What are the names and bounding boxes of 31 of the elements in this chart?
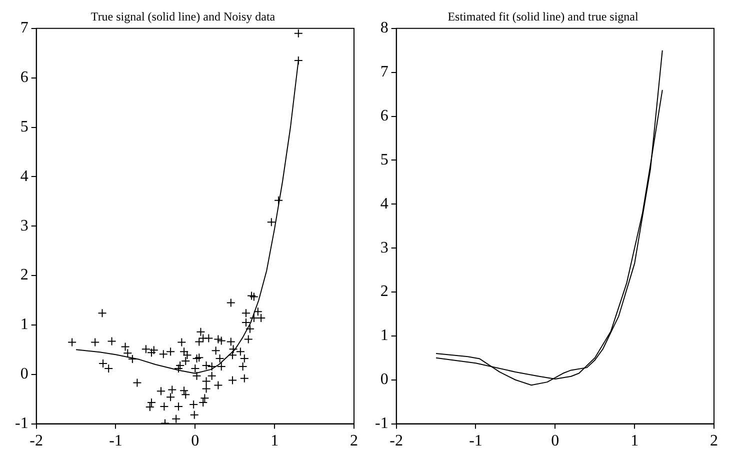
x-tick-label: 0	[191, 432, 200, 450]
x-tick-label: -2	[30, 432, 43, 450]
y-tick-label: 5	[20, 118, 28, 136]
y-tick-label: 6	[20, 69, 28, 86]
x-tick-label: -1	[469, 432, 482, 450]
y-tick-label: 2	[20, 266, 28, 284]
x-tick-label: 0	[551, 432, 560, 450]
y-tick-label: -1	[375, 415, 388, 432]
y-tick-label: 5	[380, 151, 388, 168]
y-tick-label: 2	[380, 283, 388, 300]
y-tick-label: 4	[20, 168, 28, 185]
y-tick-label: 1	[20, 316, 28, 334]
x-tick-label: 1	[270, 432, 279, 450]
y-tick-label: 0	[380, 371, 388, 388]
x-tick-label: -1	[109, 432, 122, 450]
x-tick-label: 2	[710, 432, 718, 450]
y-tick-label: 3	[380, 239, 388, 256]
y-tick-label: 6	[380, 107, 388, 124]
x-tick-label: -2	[390, 432, 403, 450]
y-tick-label: 4	[380, 195, 388, 212]
x-tick-label: 2	[350, 432, 358, 450]
y-tick-label: 3	[20, 217, 28, 234]
y-tick-label: 0	[20, 366, 28, 383]
y-tick-label: 8	[380, 20, 388, 37]
y-tick-label: 7	[380, 64, 388, 81]
chart-title: Estimated fit (solid line) and true signal	[448, 9, 639, 24]
x-tick-label: 1	[630, 432, 639, 450]
y-tick-label: 1	[380, 327, 388, 344]
y-tick-label: -1	[15, 415, 28, 432]
y-tick-label: 7	[20, 20, 28, 37]
chart-title: True signal (solid line) and Noisy data	[90, 9, 276, 24]
